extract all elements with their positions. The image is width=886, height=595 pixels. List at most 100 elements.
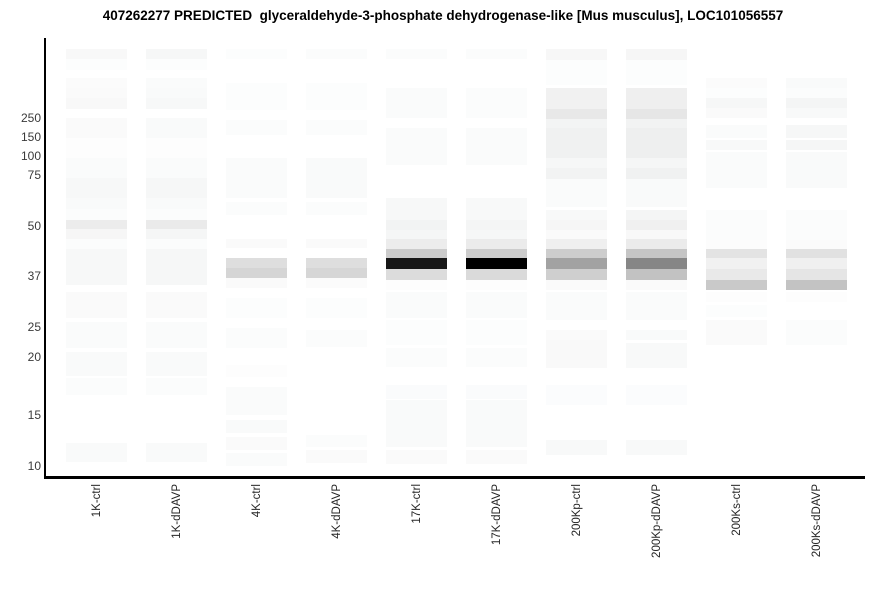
gel-band <box>786 210 847 240</box>
gel-band <box>466 49 527 59</box>
gel-band <box>226 120 287 135</box>
gel-band <box>626 210 687 220</box>
gel-band <box>386 230 447 239</box>
gel-band <box>66 229 127 239</box>
y-tick-label: 10 <box>27 459 41 473</box>
gel-band <box>466 220 527 230</box>
gel-band <box>306 298 367 318</box>
gel-band <box>626 88 687 109</box>
gel-band <box>466 239 527 249</box>
gel-band <box>626 128 687 158</box>
gel-band <box>306 268 367 278</box>
gel-band <box>306 120 367 135</box>
lane-label: 200Kp-dDAVP <box>650 484 663 558</box>
gel-band <box>706 210 767 240</box>
gel-band <box>306 239 367 248</box>
gel-band <box>66 249 127 285</box>
gel-band <box>226 83 287 110</box>
gel-band <box>306 202 367 215</box>
y-tick-label: 25 <box>27 320 41 334</box>
gel-band <box>146 352 207 376</box>
gel-band <box>226 298 287 318</box>
gel-band <box>66 239 127 249</box>
gel-band <box>786 78 847 88</box>
gel-band <box>546 230 607 239</box>
gel-band <box>786 152 847 188</box>
gel-band <box>706 292 767 302</box>
lane-label: 17K-dDAVP <box>490 484 503 546</box>
gel-band <box>546 179 607 207</box>
gel-band <box>546 292 607 320</box>
gel-band <box>306 450 367 463</box>
gel-band <box>546 385 607 405</box>
gel-band <box>626 269 687 280</box>
gel-band <box>546 340 607 368</box>
gel-band <box>786 88 847 98</box>
gel-band <box>466 88 527 118</box>
gel-band <box>146 239 207 249</box>
gel-band <box>706 269 767 280</box>
gel-band <box>66 198 127 209</box>
gel-band <box>226 437 287 450</box>
gel-band <box>546 280 607 290</box>
gel-band <box>386 49 447 59</box>
gel-band <box>386 450 447 464</box>
gel-band <box>386 239 447 249</box>
gel-band <box>66 59 127 70</box>
gel-band <box>226 258 287 268</box>
gel-band <box>786 258 847 269</box>
gel-band <box>226 49 287 59</box>
gel-band <box>626 179 687 207</box>
gel-band <box>626 292 687 320</box>
gel-band <box>546 249 607 258</box>
gel-band <box>66 49 127 59</box>
lane-label: 17K-ctrl <box>410 484 423 524</box>
lane-label: 200Ks-dDAVP <box>810 484 823 558</box>
gel-band <box>626 330 687 340</box>
lane-label: 4K-dDAVP <box>330 484 343 539</box>
gel-band <box>546 210 607 220</box>
gel-band <box>706 125 767 138</box>
gel-band <box>466 258 527 269</box>
gel-band <box>786 240 847 249</box>
gel-band <box>546 440 607 455</box>
gel-band <box>146 118 207 138</box>
gel-band <box>706 140 767 150</box>
gel-band <box>786 108 847 118</box>
gel-band <box>706 320 767 345</box>
gel-band <box>786 125 847 138</box>
lane-label: 1K-dDAVP <box>170 484 183 539</box>
gel-band <box>306 330 367 347</box>
gel-band <box>386 320 447 345</box>
gel-band <box>146 292 207 318</box>
gel-band <box>66 378 127 395</box>
gel-band <box>146 209 207 220</box>
y-axis-line <box>44 38 46 479</box>
gel-band <box>546 330 607 340</box>
gel-band <box>66 322 127 348</box>
gel-band <box>386 280 447 290</box>
gel-band <box>466 269 527 280</box>
gel-band <box>706 280 767 290</box>
gel-band <box>66 138 127 158</box>
gel-band <box>546 220 607 230</box>
gel-band <box>146 158 207 178</box>
gel-band <box>786 280 847 290</box>
gel-band <box>146 88 207 98</box>
gel-band <box>386 88 447 118</box>
gel-band <box>146 378 207 395</box>
gel-band <box>226 158 287 198</box>
gel-band <box>226 365 287 377</box>
gel-band <box>466 198 527 220</box>
gel-band <box>306 158 367 198</box>
gel-band <box>466 320 527 345</box>
gel-band <box>626 230 687 239</box>
gel-band <box>66 78 127 88</box>
y-tick-label: 20 <box>27 350 41 364</box>
gel-band <box>706 98 767 108</box>
y-tick-label: 15 <box>27 408 41 422</box>
gel-band <box>546 109 607 119</box>
gel-band <box>66 118 127 138</box>
gel-band <box>466 400 527 447</box>
gel-band <box>306 278 367 288</box>
